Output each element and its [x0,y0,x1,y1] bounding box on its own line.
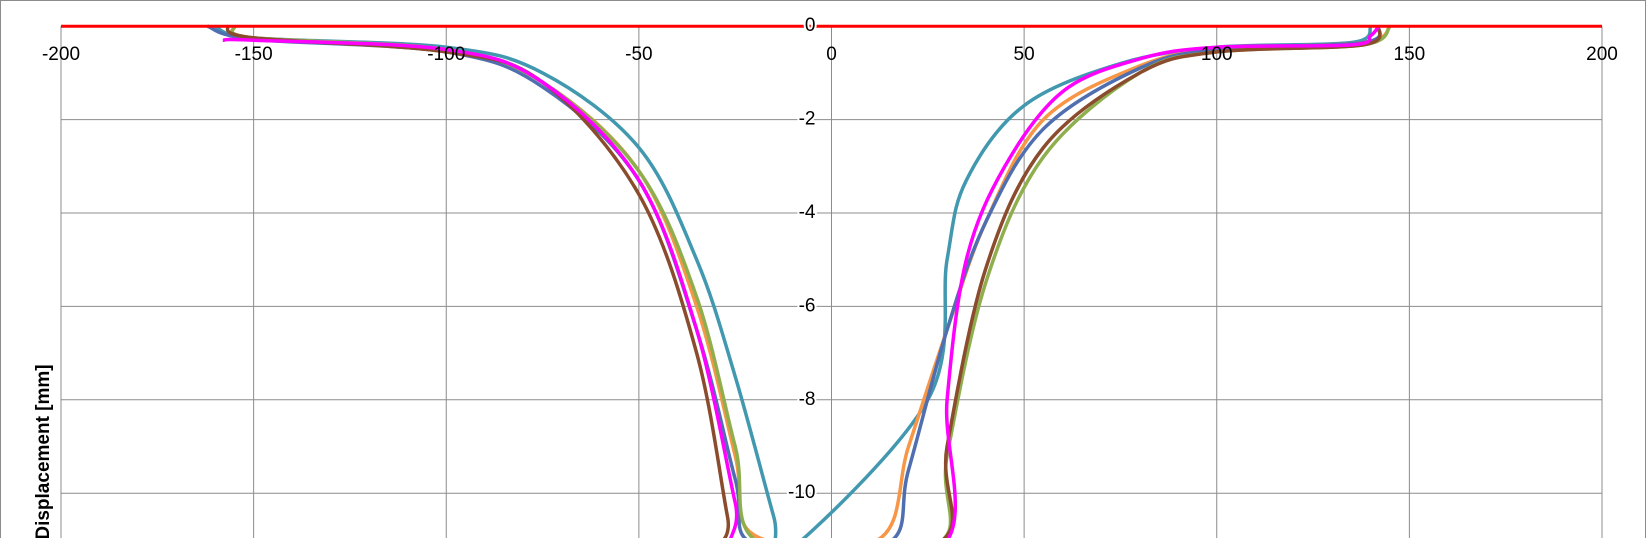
x-tick-label: 0 [826,44,837,65]
plot-area [61,24,1602,538]
x-tick-label: -50 [625,44,652,65]
x-tick-label: -100 [427,44,465,65]
x-tick-label: 100 [1201,44,1233,65]
y-tick-label: -6 [799,295,816,316]
series-line [206,24,1382,538]
y-tick-label: -8 [799,389,816,410]
x-tick-label: 200 [1586,44,1618,65]
y-tick-label: 0 [805,15,816,36]
x-tick-label: -150 [235,44,273,65]
y-tick-label: -10 [788,482,815,503]
x-tick-label: 50 [1014,44,1035,65]
series-line [225,24,1382,538]
y-tick-label: -2 [799,109,816,130]
x-tick-label: 150 [1394,44,1426,65]
grid [60,25,1603,538]
series-line [214,24,1373,538]
y-axis-label: Displacement [mm] [33,364,54,538]
labels: -200 -150 -100 -50 0 50 100 150 200 0 -2 -4 -6 -8 -10 [42,13,1618,505]
x-tick-label: -200 [42,44,80,65]
y-tick-label: -4 [799,202,816,223]
series-line [222,25,1380,538]
